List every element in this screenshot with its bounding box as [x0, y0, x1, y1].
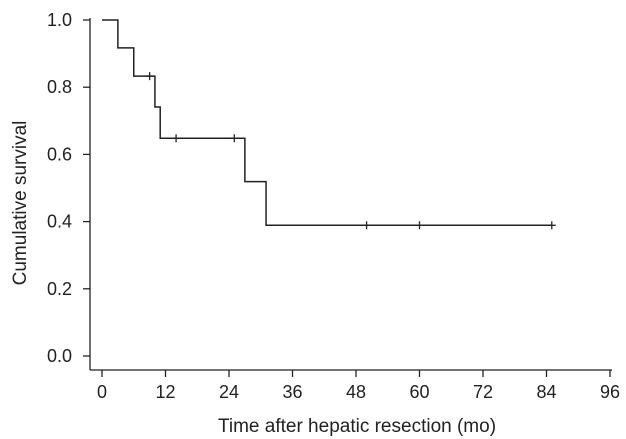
x-tick-label: 48 [346, 382, 366, 402]
y-tick-label: 0.4 [47, 212, 72, 232]
x-tick-label: 96 [600, 382, 620, 402]
x-tick-label: 72 [473, 382, 493, 402]
y-tick-label: 0.6 [47, 144, 72, 164]
x-tick-label: 36 [282, 382, 302, 402]
x-tick-label: 84 [536, 382, 556, 402]
survival-curve [102, 19, 552, 227]
series-layer [102, 19, 556, 230]
x-tick-label: 0 [97, 382, 107, 402]
x-tick-label: 24 [219, 382, 239, 402]
y-axis-title: Cumulative survival [10, 121, 31, 286]
y-tick-label: 0.0 [47, 346, 72, 366]
y-tick-label: 0.2 [47, 279, 72, 299]
x-axis-title: Time after hepatic resection (mo) [218, 416, 496, 437]
y-tick-label: 0.8 [47, 77, 72, 97]
x-axis-ticks: 0 12 24 36 48 60 72 84 96 [97, 370, 620, 402]
y-axis-ticks: 0.0 0.2 0.4 0.6 0.8 1.0 [47, 10, 90, 366]
axes [89, 18, 612, 371]
x-tick-label: 12 [155, 382, 175, 402]
y-tick-label: 1.0 [47, 10, 72, 30]
x-tick-label: 60 [409, 382, 429, 402]
